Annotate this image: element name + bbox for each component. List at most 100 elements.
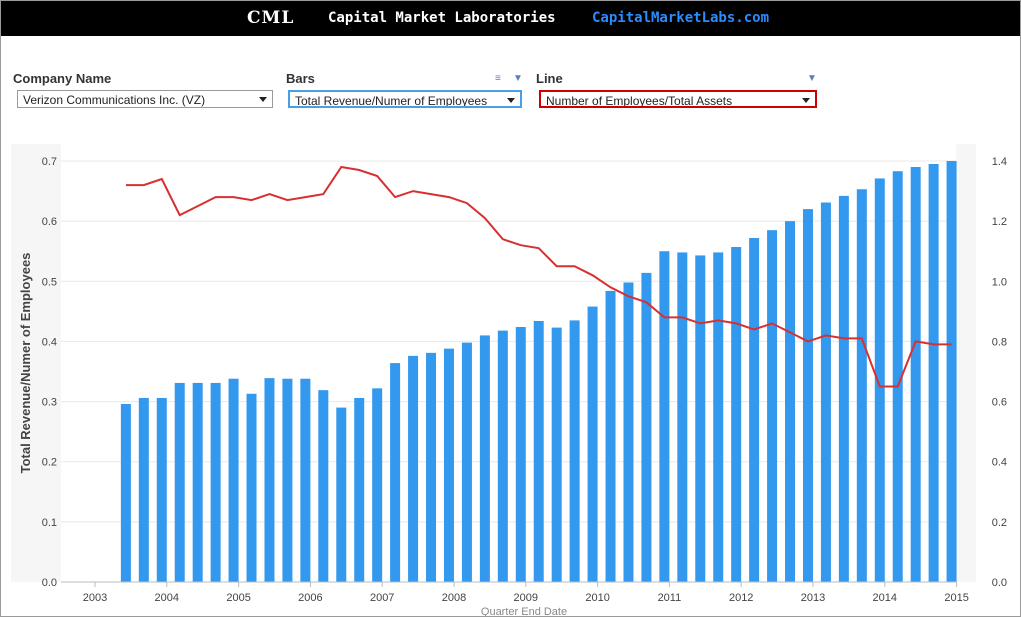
bar	[928, 164, 939, 582]
line-select-value: Number of Employees/Total Assets	[546, 94, 733, 108]
bar	[820, 202, 831, 582]
bar	[228, 378, 239, 582]
bar	[677, 252, 688, 582]
y-tick-label: 0.2	[42, 457, 57, 469]
app-title: Capital Market Laboratories	[328, 10, 556, 26]
y-right-tick-label: 1.0	[992, 276, 1007, 288]
bar	[587, 306, 598, 582]
bar	[838, 195, 849, 582]
y-right-tick-label: 0.0	[992, 577, 1007, 589]
x-tick-label: 2005	[226, 592, 250, 604]
y-tick-label: 0.4	[42, 336, 57, 348]
y-right-tick-label: 0.4	[992, 457, 1007, 469]
y-right-tick-label: 0.2	[992, 517, 1007, 529]
line-series	[125, 165, 952, 388]
x-tick-label: 2008	[442, 592, 466, 604]
y-tick-label: 0.3	[42, 397, 57, 409]
y-tick-label: 0.6	[42, 216, 57, 228]
x-tick-label: 2013	[801, 592, 825, 604]
x-tick-labels: 2003 2004 2005 2006 2007 2008 2009 2010 2011 2012…	[83, 582, 969, 604]
bar	[192, 382, 203, 582]
y-right-tick-label: 0.8	[992, 336, 1007, 348]
bar	[138, 397, 149, 582]
y-tick-label: 0.5	[42, 276, 57, 288]
y-right-tick-label: 1.2	[992, 216, 1007, 228]
company-name-label: Company Name	[13, 71, 112, 86]
header-banner: CML Capital Market Laboratories CapitalM…	[1, 1, 1020, 36]
bar	[910, 167, 921, 582]
chevron-down-icon[interactable]	[259, 97, 267, 102]
x-tick-label: 2011	[658, 592, 682, 604]
bar	[749, 237, 760, 582]
company-select[interactable]: Verizon Communications Inc. (VZ)	[17, 90, 273, 108]
bar	[892, 171, 903, 582]
x-tick-label: 2015	[944, 592, 968, 604]
y-right-tick-labels: 0.0 0.2 0.4 0.6 0.8 1.0 1.2 1.4	[992, 156, 1007, 589]
x-tick-label: 2004	[155, 592, 179, 604]
y-right-tick-label: 1.4	[992, 156, 1007, 168]
bar	[695, 255, 706, 582]
bars-select[interactable]: Total Revenue/Numer of Employees	[288, 90, 522, 108]
bars-menu-chevron-icon[interactable]: ▼	[513, 73, 523, 84]
y-right-tick-label: 0.6	[992, 397, 1007, 409]
bar	[156, 397, 167, 582]
line-menu-chevron-icon[interactable]: ▼	[807, 73, 817, 84]
bar	[426, 352, 437, 582]
x-axis-label: Quarter End Date	[481, 606, 567, 616]
x-tick-label: 2003	[83, 592, 107, 604]
bar	[533, 320, 544, 582]
bar	[408, 355, 419, 582]
bar	[515, 326, 526, 582]
bar	[802, 209, 813, 582]
x-tick-label: 2006	[298, 592, 322, 604]
chevron-down-icon[interactable]	[802, 98, 810, 103]
bar	[443, 348, 454, 582]
bar	[282, 378, 293, 582]
y-tick-label: 0.7	[42, 156, 57, 168]
bar	[551, 327, 562, 582]
bar	[264, 378, 275, 582]
bar	[713, 252, 724, 582]
x-tick-label: 2012	[729, 592, 753, 604]
bar	[623, 282, 634, 582]
bar	[354, 397, 365, 582]
list-icon[interactable]: ≡	[495, 73, 501, 84]
bar	[318, 390, 329, 582]
bar	[641, 272, 652, 582]
bar	[946, 161, 957, 582]
bar	[767, 230, 778, 582]
bar	[372, 388, 383, 582]
bar	[120, 403, 131, 582]
company-select-value: Verizon Communications Inc. (VZ)	[23, 93, 206, 107]
y-tick-labels: 0.0 0.1 0.2 0.3 0.4 0.5 0.6 0.7	[42, 156, 57, 589]
site-link[interactable]: CapitalMarketLabs.com	[592, 10, 770, 26]
y-tick-label: 0.1	[42, 517, 57, 529]
line-select[interactable]: Number of Employees/Total Assets	[539, 90, 817, 108]
bar	[856, 189, 867, 582]
bar	[246, 393, 257, 582]
x-tick-label: 2007	[370, 592, 394, 604]
bar	[659, 251, 670, 582]
bar	[497, 330, 508, 582]
bar	[569, 320, 580, 582]
bar	[390, 363, 401, 582]
chevron-down-icon[interactable]	[507, 98, 515, 103]
x-tick-label: 2010	[585, 592, 609, 604]
bar	[300, 378, 311, 582]
line-label: Line	[536, 71, 563, 86]
bar	[874, 178, 885, 582]
bar	[174, 382, 185, 582]
bar	[785, 221, 796, 582]
x-tick-label: 2014	[873, 592, 897, 604]
bar	[479, 335, 490, 582]
bar	[461, 342, 472, 582]
y-axis-label: Total Revenue/Numer of Employees	[18, 253, 33, 474]
cml-logo: CML	[247, 8, 295, 28]
bars-label: Bars	[286, 71, 315, 86]
bar	[210, 382, 221, 582]
y-tick-label: 0.0	[42, 577, 57, 589]
bars-select-value: Total Revenue/Numer of Employees	[295, 94, 488, 108]
chart: 2003 2004 2005 2006 2007 2008 2009 2010 2011 2012…	[11, 144, 1007, 616]
bar-series	[120, 161, 957, 583]
